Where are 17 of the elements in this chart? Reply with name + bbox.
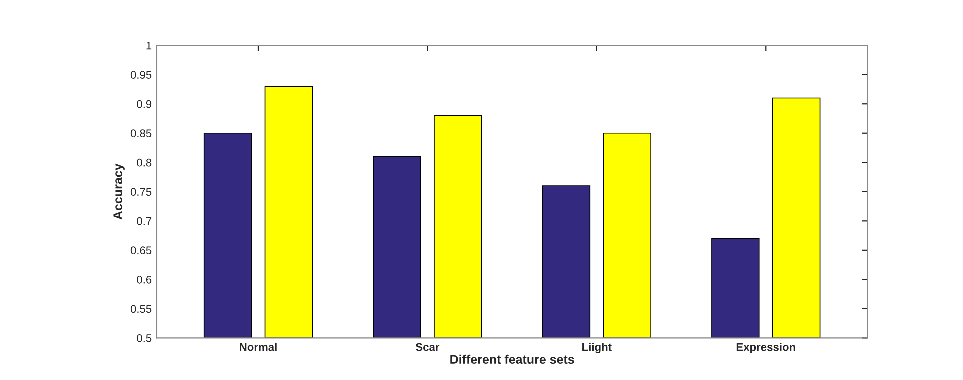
y-axis-title: Accuracy: [114, 164, 125, 220]
y-tick-label: 0.95: [130, 71, 152, 79]
y-tick-label: 1: [146, 42, 152, 50]
x-tick-label: Scar: [416, 343, 440, 352]
y-tick-label: 0.75: [130, 188, 152, 196]
y-tick-label: 0.55: [130, 305, 152, 314]
x-axis-title: Different feature sets: [450, 354, 574, 364]
y-tick-label: 0.9: [137, 100, 152, 108]
x-tick-label: Liight: [582, 343, 612, 354]
x-tick-label: Normal: [240, 343, 277, 352]
y-tick-label: 0.85: [130, 130, 152, 138]
y-tick-label: 0.6: [137, 276, 152, 284]
y-tick-label: 0.65: [130, 246, 152, 255]
x-tick-label: Expression: [736, 343, 796, 354]
y-tick-label: 0.7: [137, 217, 152, 226]
y-tick-label: 0.8: [137, 158, 152, 167]
y-tick-label: 0.5: [137, 334, 152, 342]
